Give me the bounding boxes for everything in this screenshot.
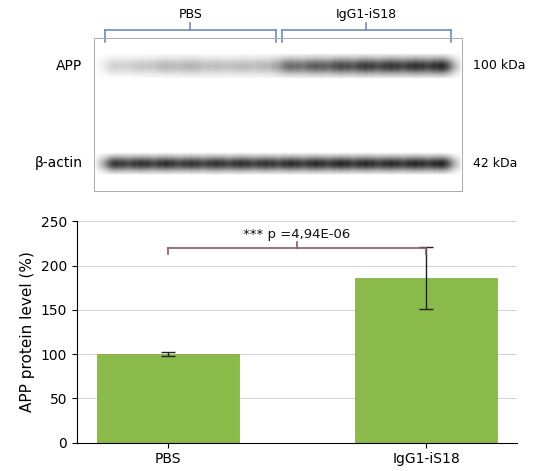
Text: APP: APP: [56, 59, 82, 73]
Text: IgG1-iS18: IgG1-iS18: [336, 8, 397, 21]
Y-axis label: APP protein level (%): APP protein level (%): [20, 252, 35, 413]
Text: β-actin: β-actin: [35, 156, 82, 170]
Bar: [97, 354, 239, 443]
Text: PBS: PBS: [179, 8, 202, 21]
Text: 100 kDa: 100 kDa: [473, 59, 525, 72]
Text: 42 kDa: 42 kDa: [473, 157, 518, 170]
Bar: [355, 278, 497, 443]
Text: *** p =4,94E-06: *** p =4,94E-06: [243, 228, 351, 241]
